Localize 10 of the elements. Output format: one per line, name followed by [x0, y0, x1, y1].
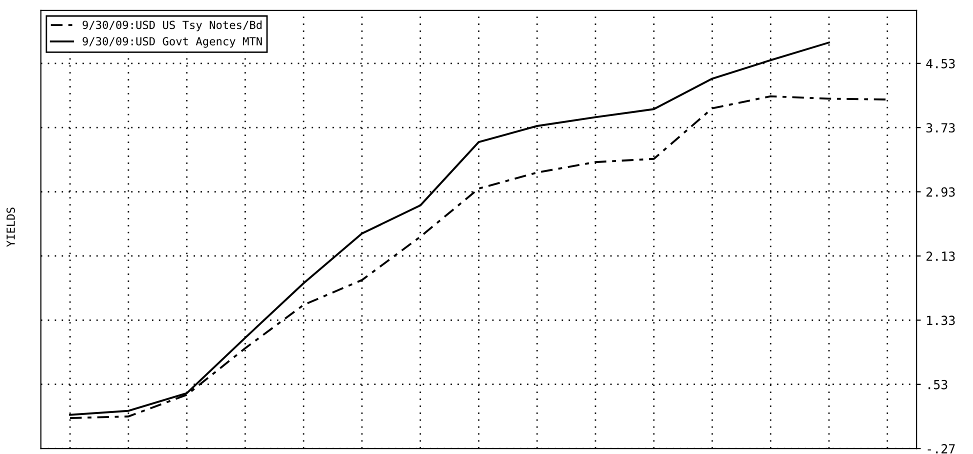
y-tick-label: 2.13	[926, 251, 955, 261]
y-tick-label: -.27	[928, 444, 955, 454]
y-tick-label: 1.33	[927, 316, 955, 326]
y-axis-title: YIELDS	[6, 208, 15, 247]
y-tick-label: 4.53	[926, 58, 955, 68]
legend-label: 9/30/09:USD Govt Agency MTN	[82, 37, 262, 48]
y-tick-label: .53	[928, 380, 948, 390]
y-tick-label: 2.93	[926, 187, 955, 197]
legend-label: 9/30/09:USD US Tsy Notes/Bd	[82, 20, 262, 32]
y-tick-label: 3.73	[926, 123, 955, 133]
